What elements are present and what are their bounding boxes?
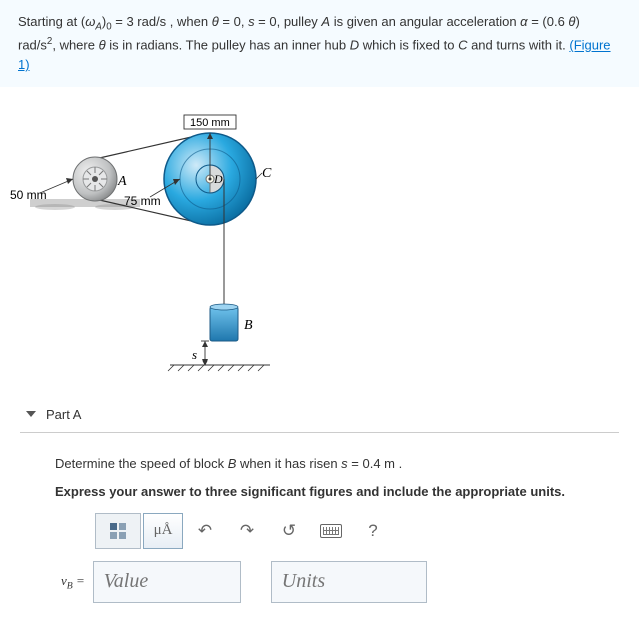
keyboard-icon — [320, 524, 342, 538]
reset-icon: ↺ — [282, 521, 296, 541]
q-post: = 0.4 m . — [348, 456, 403, 471]
keyboard-button[interactable] — [311, 513, 351, 549]
ps-t11: which is fixed to — [359, 38, 458, 53]
ps-t9: , where — [52, 38, 98, 53]
ps-t1: Starting at ( — [18, 14, 85, 29]
label-c: C — [262, 166, 272, 181]
part-title: Part A — [46, 407, 81, 422]
block-b — [210, 307, 238, 341]
dim-150: 150 mm — [190, 117, 230, 129]
dim-50: 50 mm — [10, 188, 47, 202]
part-header[interactable]: Part A — [20, 397, 619, 433]
figure-svg: A D C B — [0, 107, 340, 387]
dim-75: 75 mm — [124, 194, 161, 208]
answer-lhs: vB = — [61, 573, 85, 592]
q-pre: Determine the speed of block — [55, 456, 228, 471]
help-icon: ? — [368, 521, 377, 541]
answer-row: vB = — [55, 561, 599, 603]
label-b: B — [244, 318, 253, 333]
label-a: A — [117, 174, 127, 189]
answer-toolbar: μÅ ↶ ↷ ↺ ? — [95, 513, 599, 549]
ps-alpha: α — [520, 14, 527, 29]
ps-t12: and turns with it. — [467, 38, 569, 53]
templates-icon — [110, 523, 126, 539]
redo-icon: ↷ — [240, 521, 254, 541]
redo-button[interactable]: ↷ — [227, 513, 267, 549]
instruction-line: Express your answer to three significant… — [55, 483, 599, 501]
ps-t5: = 0, pulley — [255, 14, 322, 29]
label-d: D — [213, 172, 223, 186]
ps-theta1: θ — [212, 14, 219, 29]
value-input[interactable] — [93, 561, 241, 603]
ps-t7: = (0.6 — [528, 14, 569, 29]
units-symbols-label: μÅ — [154, 522, 173, 539]
label-s: s — [192, 347, 197, 362]
units-input[interactable] — [271, 561, 427, 603]
ps-D: D — [350, 38, 359, 53]
undo-icon: ↶ — [198, 521, 212, 541]
help-button[interactable]: ? — [353, 513, 393, 549]
part-body: Determine the speed of block B when it h… — [0, 433, 639, 623]
reset-button[interactable]: ↺ — [269, 513, 309, 549]
question-line: Determine the speed of block B when it h… — [55, 455, 599, 473]
ps-t6: is given an angular acceleration — [330, 14, 520, 29]
caret-down-icon — [26, 411, 36, 417]
undo-button[interactable]: ↶ — [185, 513, 225, 549]
ps-t4: = 0, — [219, 14, 248, 29]
templates-button[interactable] — [95, 513, 141, 549]
units-symbols-button[interactable]: μÅ — [143, 513, 183, 549]
ps-t10: is in radians. The pulley has an inner h… — [106, 38, 350, 53]
q-mid: when it has risen — [236, 456, 341, 471]
ps-theta3: θ — [99, 38, 106, 53]
lhs-eq: = — [73, 573, 85, 588]
figure-area: A D C B — [0, 87, 639, 397]
ps-t3: = 3 rad/s , when — [112, 14, 212, 29]
ps-omega: ω — [85, 14, 95, 29]
problem-statement: Starting at (ωA)0 = 3 rad/s , when θ = 0… — [0, 0, 639, 87]
ps-A: A — [321, 14, 330, 29]
